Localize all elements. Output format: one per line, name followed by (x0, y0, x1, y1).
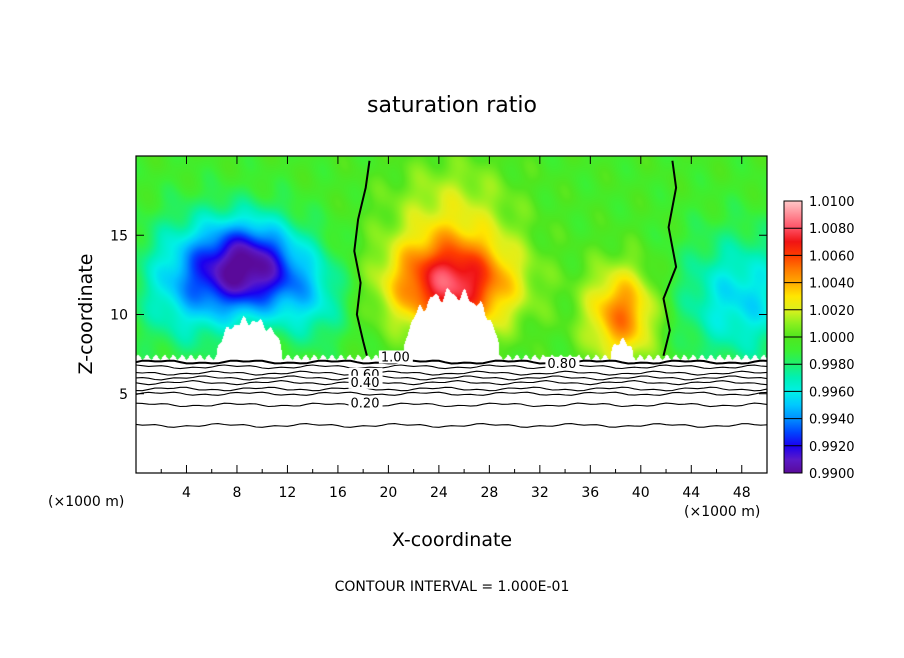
contour-label-bg (378, 350, 413, 364)
x-tick-label: 8 (232, 485, 241, 501)
contour-layer: 1.00 0.800.600.400.20 (136, 160, 767, 428)
colorbar-label: 0.9960 (809, 385, 855, 400)
contour-label-bg (348, 396, 383, 410)
y-tick-label: 15 (110, 228, 128, 244)
y-tick-label: 10 (110, 308, 128, 324)
y-axis: 5 10 15 (110, 228, 767, 403)
contour-label: 0.40 (351, 376, 380, 391)
contour-label: 0.80 (547, 357, 576, 372)
x-unit-left: (×1000 m) (48, 494, 124, 510)
contour-label-bg (348, 375, 383, 389)
contour-line (136, 386, 767, 392)
contour-line (136, 402, 767, 408)
x-tick-label: 48 (733, 485, 751, 501)
colorbar-label: 0.9900 (809, 467, 855, 482)
colorbar-label: 1.0060 (809, 249, 855, 264)
colorbar-label: 1.0020 (809, 304, 855, 319)
colorbar-label: 0.9940 (809, 413, 855, 428)
x-tick-label: 12 (279, 485, 297, 501)
x-axis-label: X-coordinate (392, 529, 512, 551)
contour-line (136, 370, 767, 376)
x-tick-label: 20 (379, 485, 397, 501)
contour-line-unity-left (353, 160, 371, 356)
x-tick-label: 36 (581, 485, 599, 501)
contour-line (136, 359, 767, 365)
y-tick-label: 5 (119, 387, 128, 403)
contour-line (136, 375, 767, 381)
contour-interval-note: CONTOUR INTERVAL = 1.000E-01 (335, 579, 570, 595)
contour-line-unity-right (662, 160, 678, 356)
contour-line (136, 391, 767, 396)
colorbar-label: 1.0080 (809, 222, 855, 237)
x-tick-label: 40 (632, 485, 650, 501)
x-tick-label: 28 (480, 485, 498, 501)
colorbar-label: 0.9920 (809, 440, 855, 455)
contour-line (136, 380, 767, 386)
y-axis-label: Z-coordinate (75, 254, 97, 375)
colorbar-label: 1.0100 (809, 195, 855, 210)
x-tick-label: 16 (329, 485, 347, 501)
contour-line (136, 364, 767, 370)
contour-label: 1.00 (381, 350, 410, 365)
x-axis: 4 8 12 16 20 24 28 32 36 40 44 48 (160, 156, 751, 501)
x-tick-label: 24 (430, 485, 448, 501)
colorbar: 1.0100 1.0080 1.0060 1.0040 1.0020 1.0000 0.99… (783, 195, 855, 482)
x-tick-label: 44 (682, 485, 700, 501)
contour-label-bg (545, 356, 580, 370)
saturation-field-image (136, 156, 767, 473)
contour-label: 0.20 (351, 396, 380, 411)
contour-line (136, 423, 767, 428)
colorbar-label: 1.0000 (809, 331, 855, 346)
colorbar-ticks: 1.0100 1.0080 1.0060 1.0040 1.0020 1.0000 0.99… (784, 195, 855, 482)
x-tick-label: 32 (531, 485, 549, 501)
x-tick-label: 4 (182, 485, 191, 501)
heatmap-field: 1.00 0.800.600.400.20 (136, 156, 767, 473)
chart-title: saturation ratio (367, 93, 537, 118)
colorbar-label: 1.0040 (809, 277, 855, 292)
colorbar-label: 0.9980 (809, 358, 855, 373)
x-unit-right: (×1000 m) (684, 504, 760, 520)
